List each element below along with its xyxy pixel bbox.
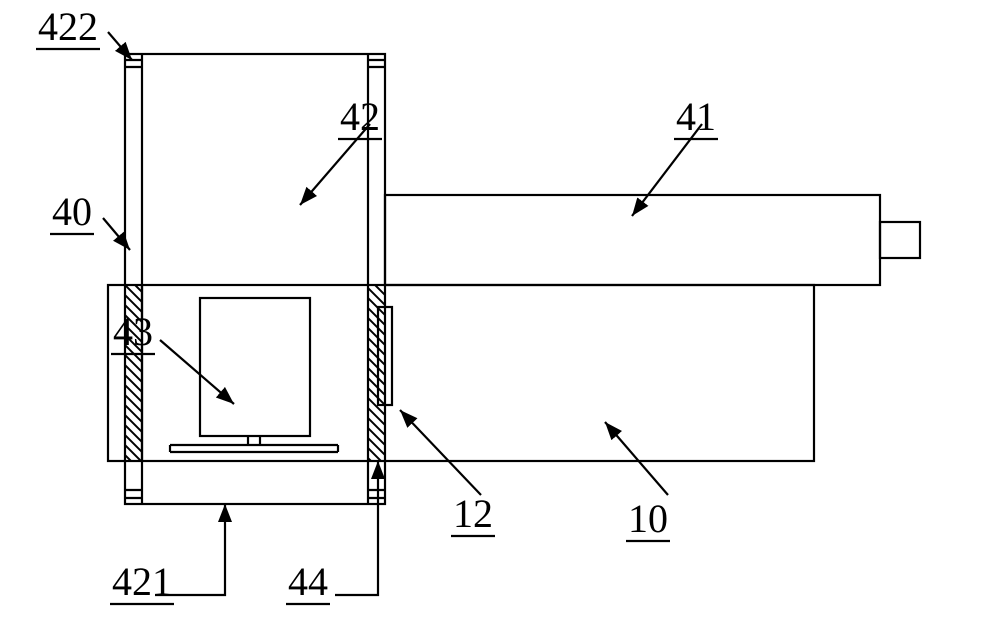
c-44: 44	[286, 461, 378, 604]
c-421-label: 421	[112, 559, 172, 604]
rect-41	[385, 195, 880, 285]
diagram-canvas: 422 42 41 40 43 12 10 421 44	[0, 0, 1000, 619]
c-12: 12	[400, 410, 495, 536]
c-40-label: 40	[52, 189, 92, 234]
c-10-label: 10	[628, 496, 668, 541]
c-44-label: 44	[288, 559, 328, 604]
c-42: 42	[300, 94, 382, 205]
c-10: 10	[605, 422, 670, 541]
c-42-label: 42	[340, 94, 380, 139]
c-421: 421	[110, 504, 225, 604]
c-40: 40	[50, 189, 130, 250]
rect-10	[108, 285, 814, 461]
c-12-label: 12	[453, 491, 493, 536]
c-41: 41	[632, 94, 718, 216]
c-43-label: 43	[113, 309, 153, 354]
c-41-label: 41	[676, 94, 716, 139]
rect-43	[200, 298, 310, 436]
rect-41-tip	[880, 222, 920, 258]
c-422: 422	[36, 4, 132, 60]
c-422-label: 422	[38, 4, 98, 49]
